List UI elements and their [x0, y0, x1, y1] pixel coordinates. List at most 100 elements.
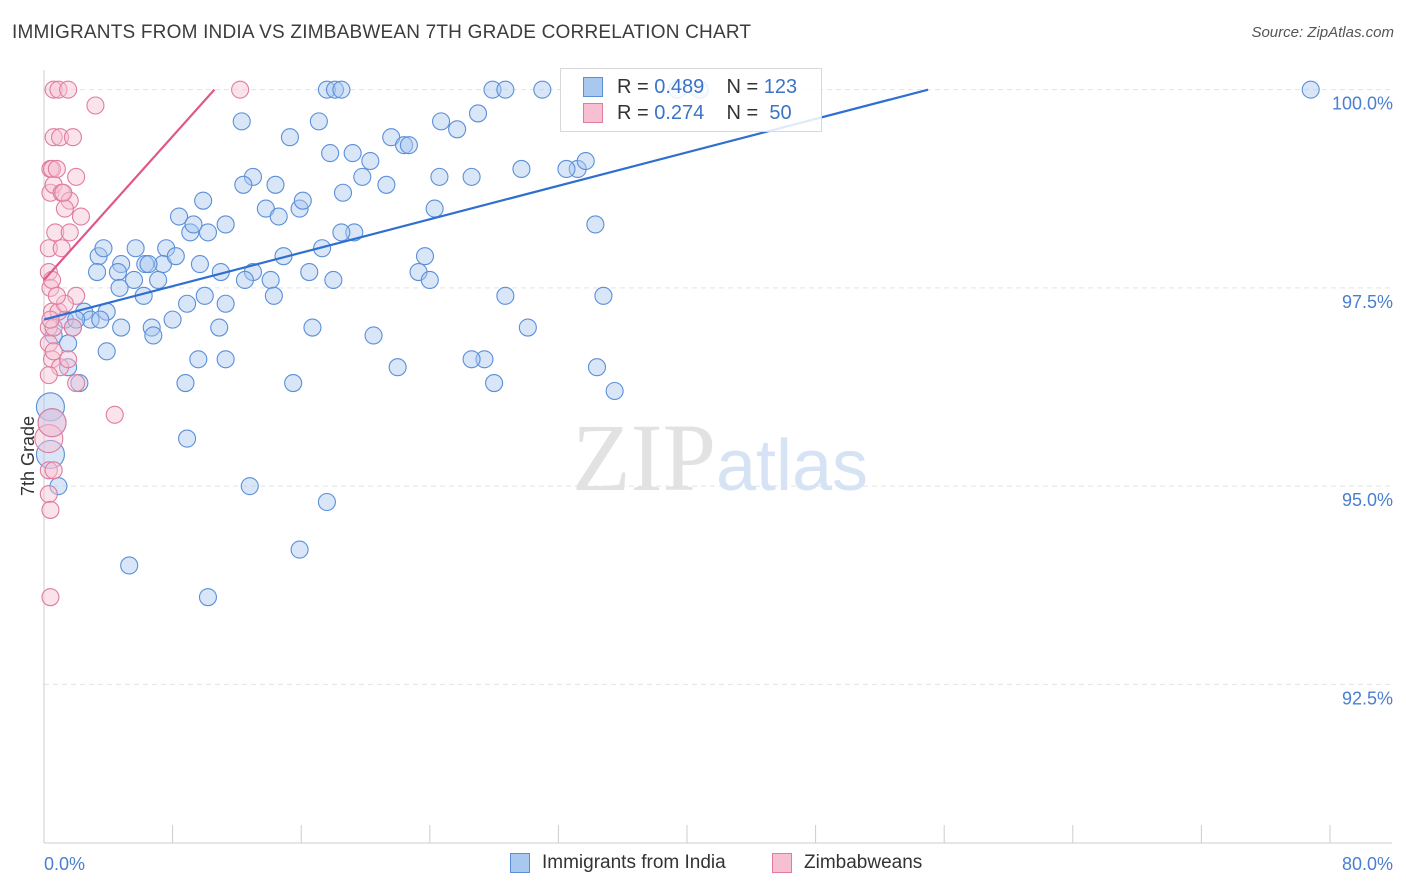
zimbabwe-point-20 [52, 239, 71, 258]
india-point-108 [198, 588, 218, 607]
india-point-89 [475, 350, 494, 369]
india-point-87 [189, 350, 208, 369]
india-point-95 [587, 358, 607, 377]
india-point-63 [420, 270, 439, 290]
india-point-10 [309, 112, 328, 131]
zimbabwe-point-10 [67, 167, 86, 186]
india-point-57 [235, 270, 254, 290]
zimbabwe-point-48 [44, 342, 63, 361]
india-point-69 [216, 294, 235, 313]
y-tick-label-3: 100.0% [1332, 94, 1393, 114]
india-point-13 [448, 120, 467, 139]
india-point-1 [325, 80, 345, 99]
india-point-96 [605, 381, 624, 401]
zimbabwe-point-37 [37, 408, 67, 438]
zimbabwe-point-45 [42, 270, 62, 290]
india-point-88 [216, 350, 235, 369]
series-label-zimbabwe: Zimbabweans [804, 852, 923, 873]
india-point-109 [112, 318, 131, 337]
india-point-58 [108, 262, 127, 282]
india-point-117 [377, 175, 396, 194]
india-point-73 [594, 286, 613, 305]
india-point-3 [483, 80, 502, 99]
india-point-103 [178, 429, 197, 448]
legend-n-label: N = [726, 102, 759, 124]
india-point-81 [210, 318, 229, 337]
zimbabwe-point-4 [231, 80, 250, 99]
india-point-12 [468, 104, 488, 123]
zimbabwe-point-43 [47, 159, 66, 178]
india-point-72 [496, 286, 515, 305]
y-tick-labels: 92.5% 95.0% 97.5% 100.0% [1332, 94, 1393, 709]
zimbabwe-point-19 [39, 239, 58, 258]
zimbabwe-point-1 [49, 80, 68, 99]
zimbabwe-point-18 [60, 223, 79, 242]
india-point-35 [169, 207, 189, 226]
india-point-112 [184, 215, 203, 234]
chart-title: IMMIGRANTS FROM INDIA VS ZIMBABWEAN 7TH … [12, 22, 752, 43]
source-credit: Source: ZipAtlas.com [1251, 24, 1394, 41]
india-point-18 [343, 144, 362, 163]
india-point-55 [300, 262, 319, 282]
zimbabwe-point-33 [39, 366, 58, 385]
india-point-49 [166, 247, 185, 266]
legend-swatch-zimbabwe [583, 103, 603, 123]
india-point-70 [178, 294, 197, 313]
india-point-17 [321, 144, 340, 163]
india-point-110 [91, 310, 110, 329]
zimbabwe-point-42 [41, 588, 60, 607]
india-point-64 [261, 270, 280, 290]
india-point-86 [163, 310, 182, 329]
india-point-85 [144, 326, 163, 345]
zimbabwe-point-16 [71, 207, 91, 226]
legend-r-label: R = [617, 76, 649, 98]
zimbabwe-points [34, 80, 250, 607]
y-tick-label-2: 97.5% [1342, 292, 1393, 312]
india-point-2 [332, 80, 351, 99]
india-point-107 [120, 556, 139, 575]
india-point-99 [35, 392, 65, 422]
series-legend: Immigrants from India Zimbabweans [0, 852, 1406, 876]
series-label-india: Immigrants from India [542, 852, 726, 873]
india-point-91 [97, 342, 116, 361]
stats-legend: R = 0.489 N = 123 R = 0.274 N = 50 [560, 68, 822, 132]
zimbabwe-point-40 [39, 485, 58, 504]
india-point-14 [280, 128, 299, 147]
india-point-34 [425, 199, 444, 218]
india-point-105 [317, 492, 336, 512]
legend-text-zimbabwe: R = 0.274 N = 50 [617, 102, 792, 125]
india-point-101 [35, 439, 65, 469]
india-point-33 [293, 191, 312, 210]
india-point-27 [234, 175, 253, 194]
y-tick-label-1: 95.0% [1342, 490, 1393, 510]
india-point-42 [332, 223, 351, 242]
india-point-41 [345, 223, 364, 242]
legend-n-value-zimbabwe: 50 [769, 102, 792, 124]
india-point-119 [353, 167, 372, 186]
zimbabwe-point-3 [86, 96, 105, 115]
zimbabwe-point-6 [51, 128, 70, 147]
x-tick-label-1: 80.0% [1342, 854, 1393, 874]
india-point-93 [485, 374, 504, 393]
zimbabwe-point-46 [47, 286, 66, 305]
india-point-66 [110, 278, 129, 297]
india-point-114 [139, 255, 158, 274]
india-point-28 [266, 175, 285, 194]
legend-swatch-india [583, 77, 603, 97]
zimbabwe-point-49 [59, 350, 78, 369]
watermark-atlas: atlas [716, 426, 868, 506]
india-point-16 [395, 136, 414, 155]
india-point-9 [232, 112, 251, 131]
india-point-97 [176, 374, 195, 393]
india-point-98 [284, 374, 303, 393]
india-point-65 [324, 270, 343, 290]
india-point-21 [576, 151, 595, 171]
india-point-82 [303, 318, 322, 337]
zimbabwe-point-17 [46, 223, 65, 242]
india-point-68 [195, 286, 214, 305]
zimbabwe-point-35 [105, 405, 124, 424]
zimbabwe-point-7 [63, 128, 82, 147]
india-point-24 [462, 167, 481, 186]
india-point-19 [361, 151, 380, 171]
y-axis-label: 7th Grade [18, 416, 38, 496]
